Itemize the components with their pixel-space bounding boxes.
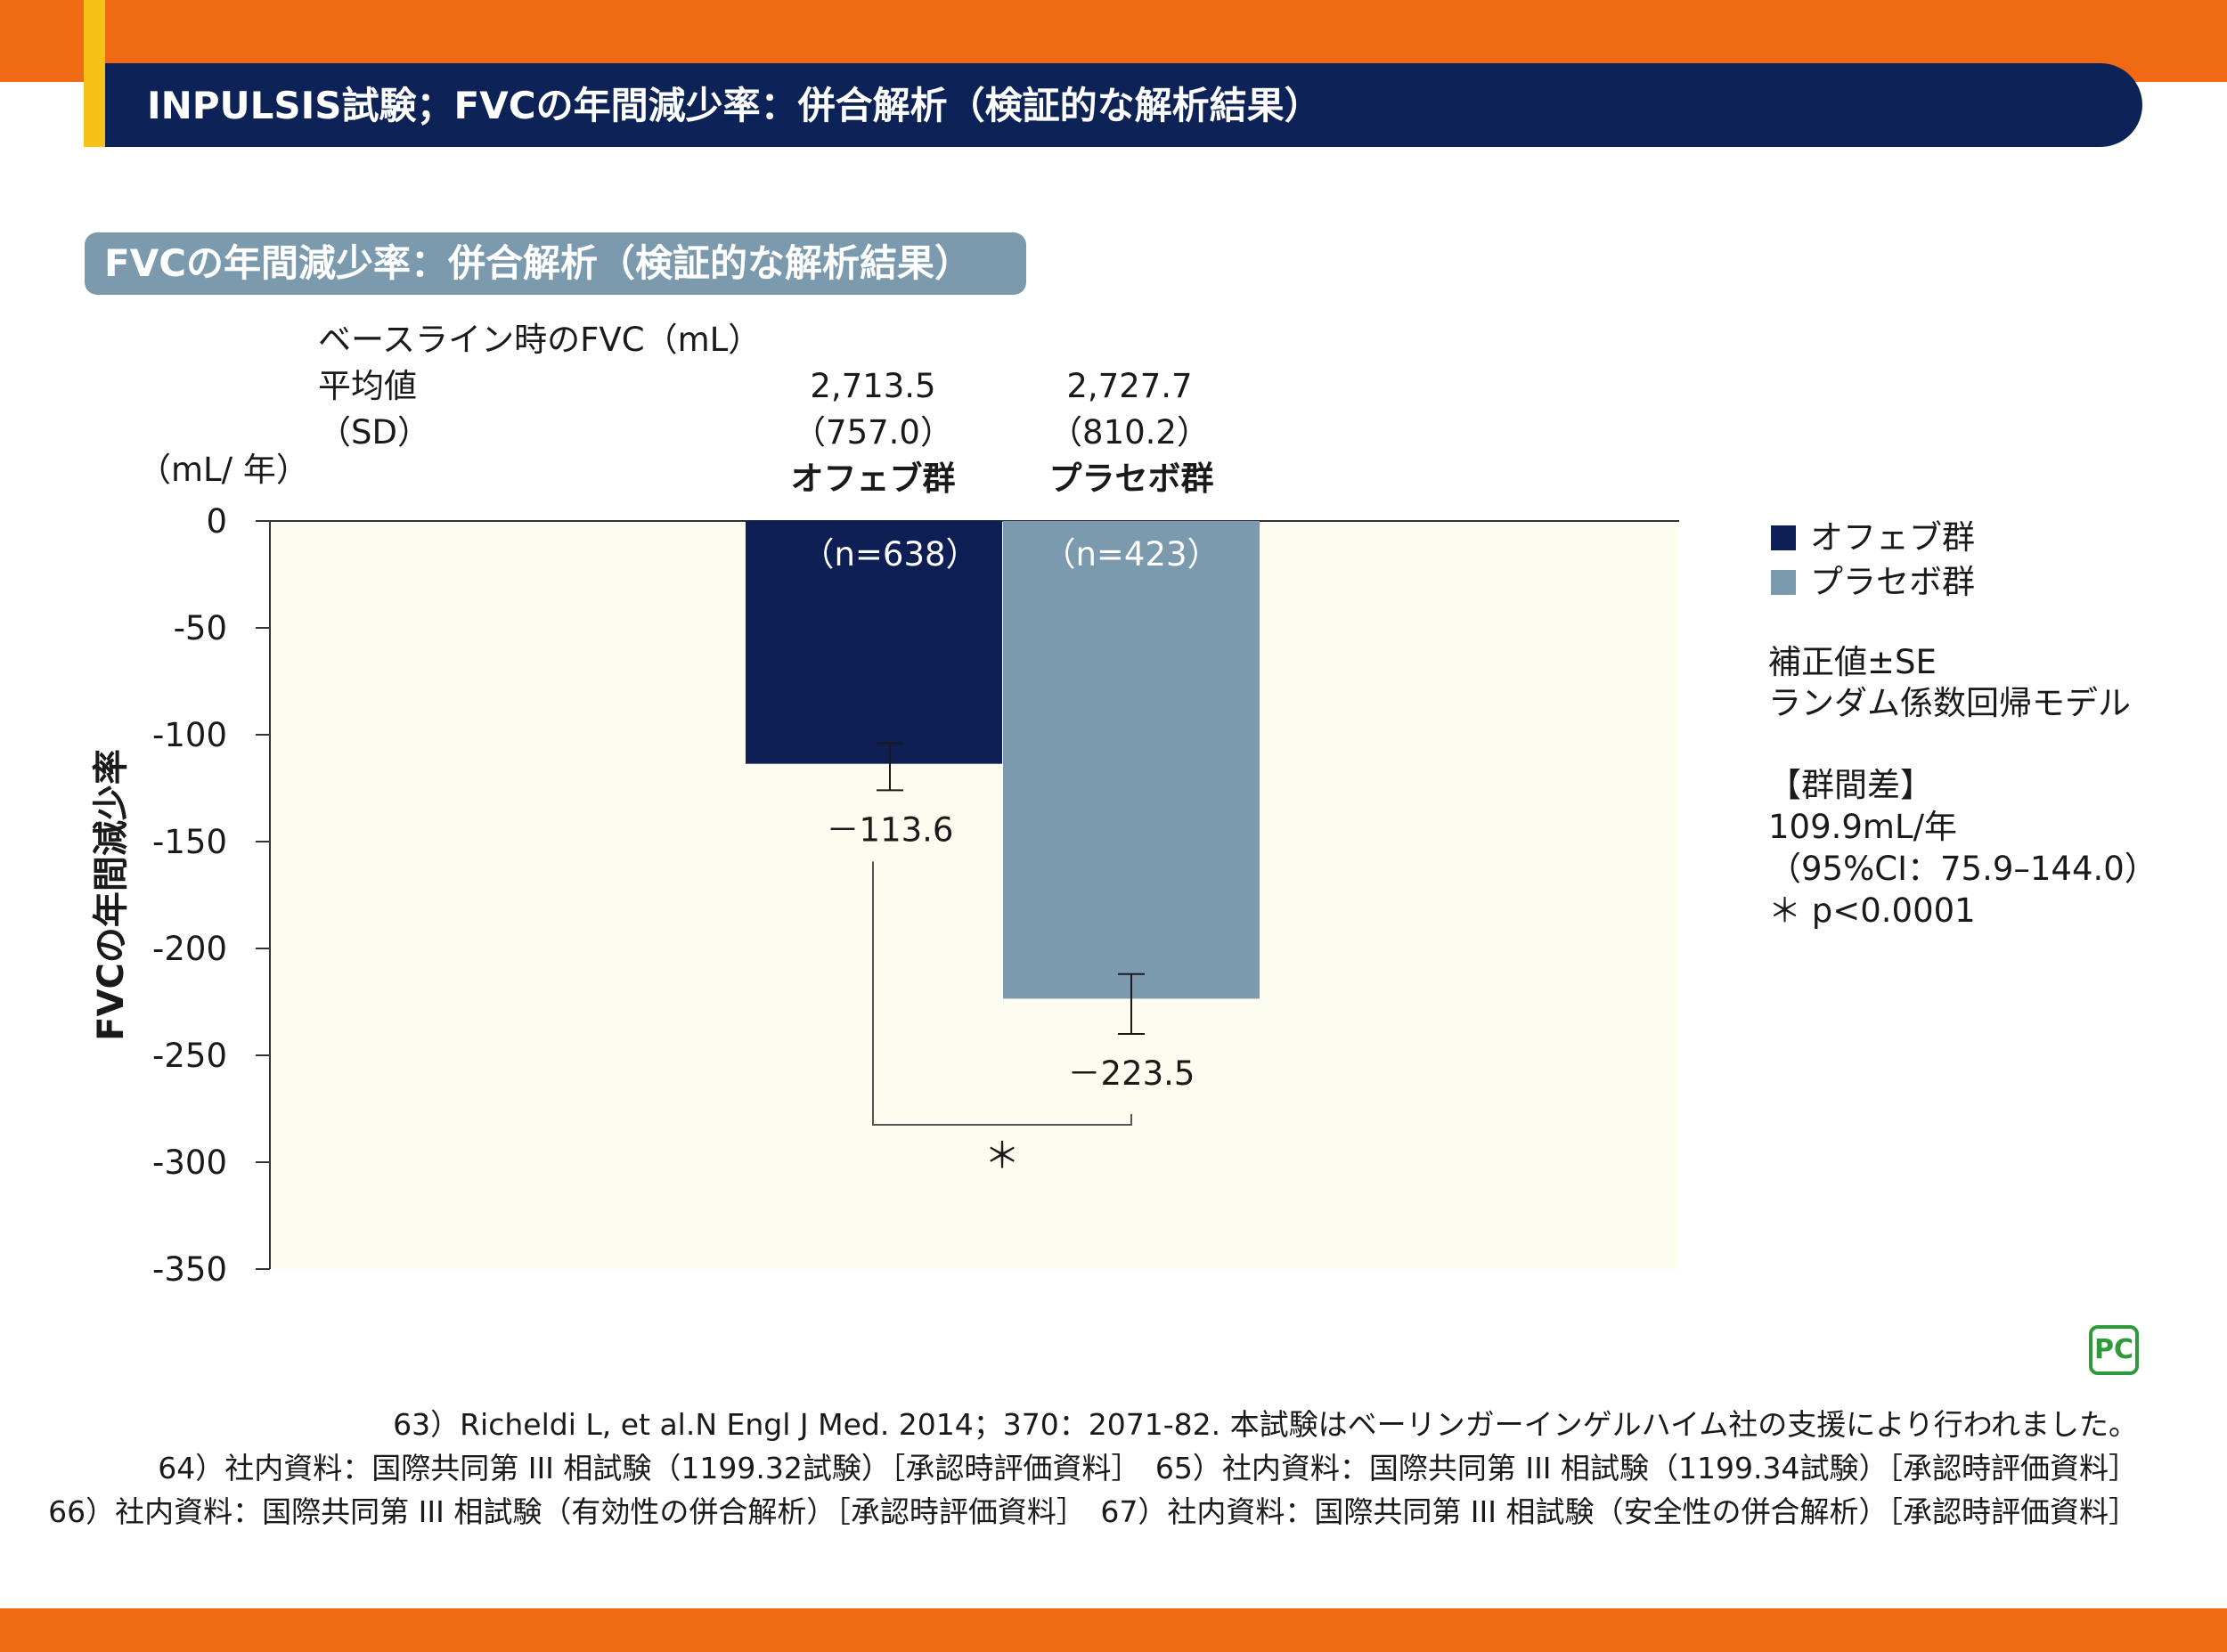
y-tick-label: -150: [152, 823, 227, 861]
category-label-placebo: プラセボ群: [1048, 460, 1214, 498]
legend-swatch-ofev: [1771, 525, 1796, 550]
value-label: －223.5: [1068, 1054, 1195, 1093]
title-bar: [105, 63, 2142, 147]
baseline-sd-label: （SD）: [318, 413, 430, 452]
note-p-value: ＊ p<0.0001: [1768, 891, 1976, 930]
legend-swatch-placebo: [1771, 570, 1796, 595]
note-model: ランダム係数回帰モデル: [1768, 684, 2131, 722]
ofev-baseline-mean: 2,713.5: [810, 367, 936, 405]
bottom-accent-band: [0, 1608, 2227, 1652]
category-label-ofev: オフェブ群: [790, 460, 956, 498]
reference-line-3: 66）社内資料：国際共同第 III 相試験（有効性の併合解析）［承認時評価資料］…: [48, 1494, 2138, 1529]
pc-logo: PC: [2089, 1325, 2139, 1375]
note-ci: （95%CI：75.9–144.0）: [1768, 850, 2158, 888]
baseline-heading: ベースライン時のFVC（mL）: [318, 321, 762, 359]
y-tick-label: -50: [174, 609, 227, 647]
reference-line-2: 64）社内資料：国際共同第 III 相試験（1199.32試験）［承認時評価資料…: [158, 1451, 2138, 1485]
title-accent-strip: [84, 0, 105, 147]
sample-size-label: （n=638）: [801, 535, 978, 574]
y-tick-label: -100: [152, 716, 227, 754]
bar-ofev: [746, 521, 1002, 764]
y-tick-label: -200: [152, 930, 227, 968]
ofev-baseline-sd: （757.0）: [793, 413, 953, 452]
y-tick-label: -300: [152, 1143, 227, 1182]
bar-placebo: [1003, 521, 1260, 999]
note-diff-title: 【群間差】: [1768, 766, 1933, 804]
sample-size-label: （n=423）: [1042, 535, 1220, 574]
placebo-baseline-sd: （810.2）: [1049, 413, 1210, 452]
y-axis-label: FVCの年間減少率: [91, 749, 132, 1041]
value-label: －113.6: [827, 810, 954, 849]
note-diff-value: 109.9mL/年: [1768, 808, 1958, 846]
legend-label-placebo: プラセボ群: [1810, 563, 1975, 601]
y-tick-label: -250: [152, 1037, 227, 1075]
significance-marker: ＊: [984, 1135, 1020, 1176]
page-title: INPULSIS試験；FVCの年間減少率：併合解析（検証的な解析結果）: [147, 84, 1322, 127]
chart-section-label: FVCの年間減少率：併合解析（検証的な解析結果）: [85, 232, 1026, 295]
y-tick-label: 0: [206, 502, 227, 541]
y-axis-unit: （mL/ 年）: [138, 451, 309, 489]
placebo-baseline-mean: 2,727.7: [1066, 367, 1193, 405]
note-adjusted: 補正値±SE: [1768, 643, 1937, 681]
significance-bracket: [872, 861, 1132, 1126]
legend-label-ofev: オフェブ群: [1810, 518, 1975, 557]
reference-line-1: 63）Richeldi L, et al.N Engl J Med. 2014；…: [393, 1407, 2138, 1442]
y-tick-label: -350: [152, 1250, 227, 1289]
baseline-mean-label: 平均値: [318, 367, 417, 405]
